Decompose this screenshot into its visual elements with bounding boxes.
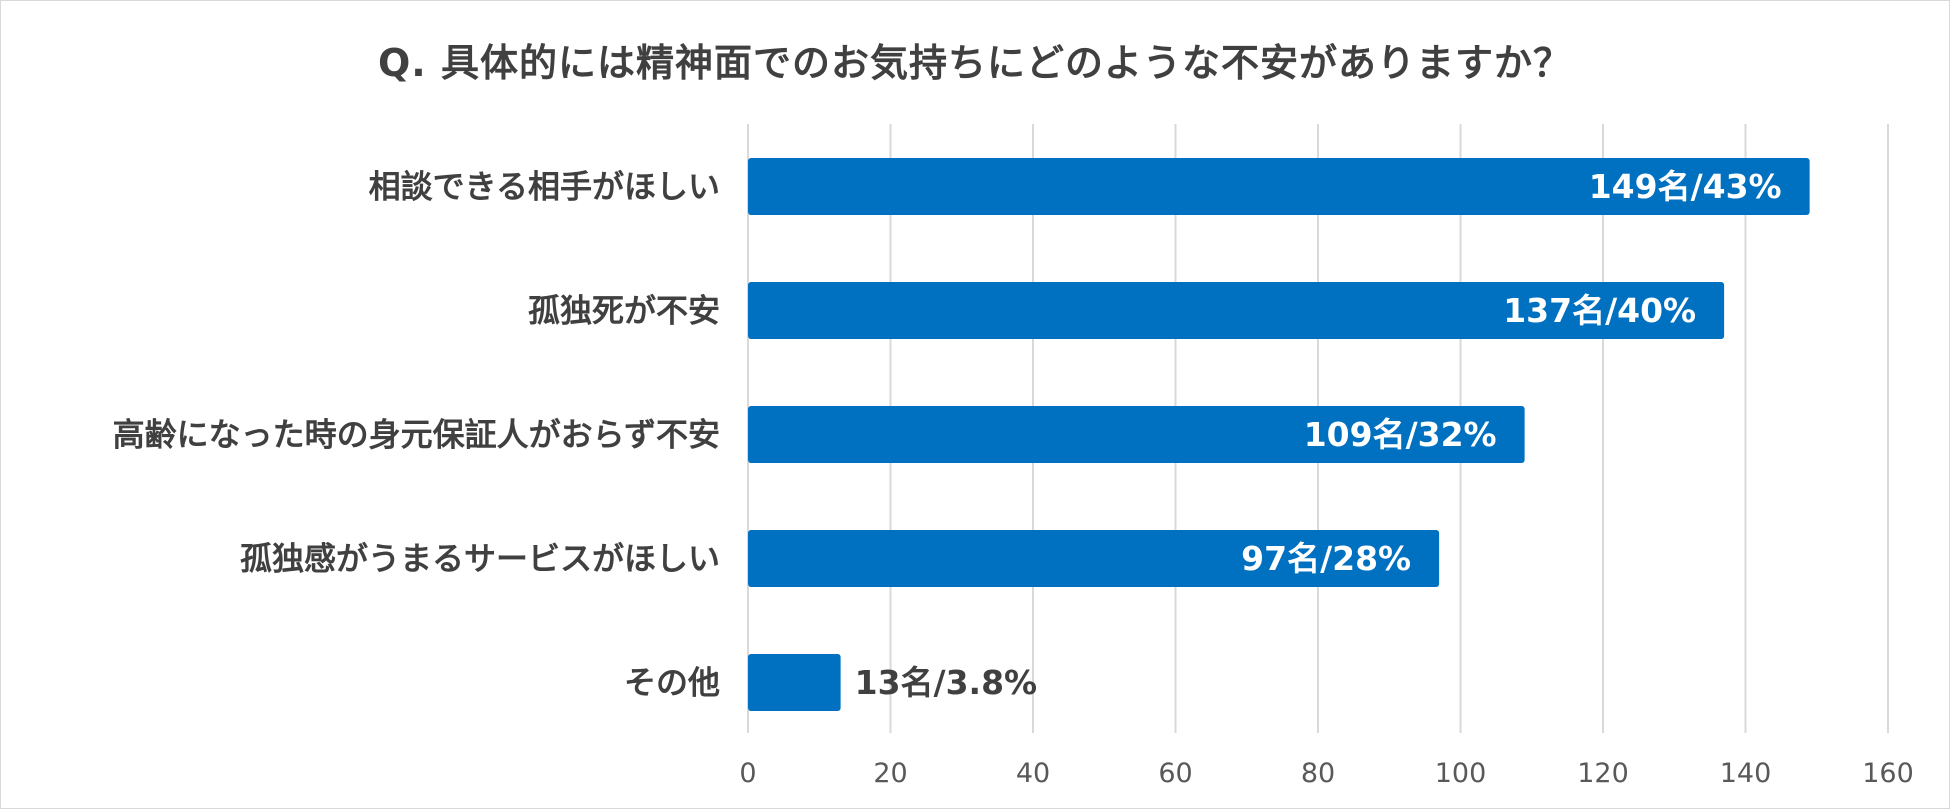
bar	[748, 158, 1810, 215]
x-tick-label: 40	[1016, 758, 1050, 789]
bar	[748, 654, 841, 711]
x-tick-label: 120	[1577, 758, 1629, 789]
chart-title: Q. 具体的には精神面でのお気持ちにどのような不安がありますか？	[378, 41, 1572, 85]
data-label: 109名/32%	[1304, 415, 1497, 454]
data-label: 137名/40%	[1503, 291, 1696, 330]
category-label: 相談できる相手がほしい	[369, 168, 720, 206]
x-tick-label: 140	[1720, 758, 1772, 789]
category-label: 孤独感がうまるサービスがほしい	[240, 540, 720, 578]
x-tick-label: 100	[1435, 758, 1487, 789]
x-tick-label: 0	[739, 758, 756, 789]
x-tick-label: 160	[1862, 758, 1914, 789]
bar	[748, 530, 1440, 587]
bar	[748, 282, 1725, 339]
category-label: 高齢になった時の身元保証人がおらず不安	[113, 416, 720, 454]
x-tick-label: 60	[1158, 758, 1192, 789]
x-axis-ticks: 0 20 40 60 80 100 120 140 160	[739, 758, 1913, 789]
category-labels: 相談できる相手がほしい孤独死が不安高齢になった時の身元保証人がおらず不安孤独感が…	[113, 168, 720, 702]
bar	[748, 406, 1525, 463]
data-label: 13名/3.8%	[855, 663, 1038, 702]
x-tick-label: 20	[873, 758, 907, 789]
x-tick-label: 80	[1301, 758, 1335, 789]
category-label: 孤独死が不安	[528, 292, 720, 330]
bars	[748, 158, 1810, 711]
data-labels: 149名/43% 137名/40% 109名/32% 97名/28% 13名/3.8%	[855, 167, 1782, 702]
data-label: 149名/43%	[1589, 167, 1782, 206]
category-label: その他	[624, 664, 720, 702]
data-label: 97名/28%	[1241, 539, 1411, 578]
